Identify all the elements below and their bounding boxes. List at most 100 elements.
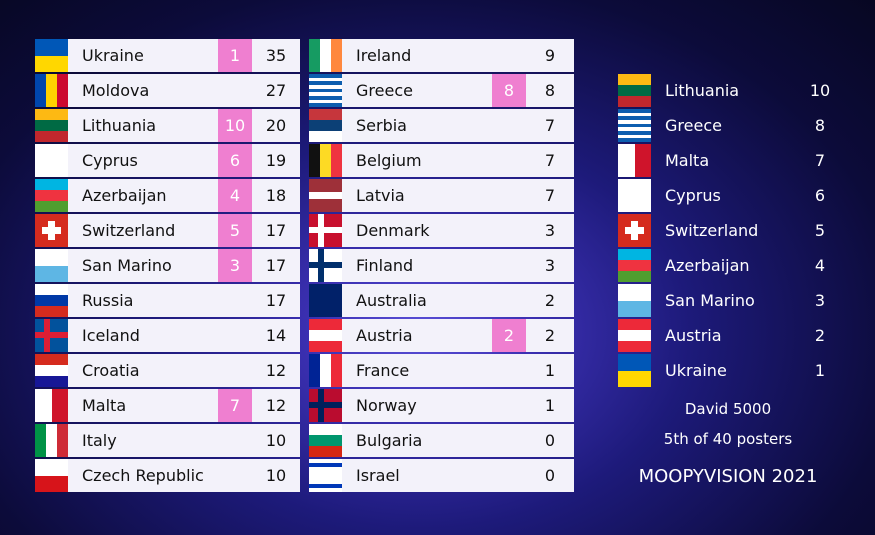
vote-row: San Marino 3 xyxy=(618,284,848,317)
vote-country: Cyprus xyxy=(665,186,721,205)
flag-cross xyxy=(309,402,342,408)
flag-stripe xyxy=(309,39,320,72)
flag-stripe xyxy=(309,77,342,82)
flag-stripe xyxy=(618,354,651,371)
total-points: 14 xyxy=(265,326,287,345)
flag-stripe xyxy=(320,39,331,72)
flag-stripe xyxy=(309,341,342,352)
flag-stripe xyxy=(35,179,68,190)
country-name: Bulgaria xyxy=(356,431,423,450)
country-name: Ukraine xyxy=(82,46,144,65)
flag-stripe xyxy=(35,144,68,177)
country-name: Cyprus xyxy=(82,151,138,170)
vote-country: Lithuania xyxy=(665,81,740,100)
flag-stripe xyxy=(35,201,68,212)
score-row: Azerbaijan 4 18 xyxy=(35,179,300,212)
score-row: Ireland 9 xyxy=(309,39,574,72)
vote-country: Greece xyxy=(665,116,722,135)
score-row: Belgium 7 xyxy=(309,144,574,177)
score-row: Cyprus 6 19 xyxy=(35,144,300,177)
flag-stripe xyxy=(320,354,331,387)
flag-stripe xyxy=(35,424,46,457)
flag-stripe xyxy=(618,271,651,282)
flag-stripe xyxy=(46,74,57,107)
flag xyxy=(35,214,68,247)
total-points: 18 xyxy=(265,186,287,205)
flag-stripe xyxy=(35,354,68,365)
total-points: 7 xyxy=(544,151,556,170)
country-name: Denmark xyxy=(356,221,430,240)
flag-cross xyxy=(35,332,68,338)
flag-stripe xyxy=(35,459,68,476)
flag-stripe xyxy=(309,463,342,468)
given-points: 1 xyxy=(218,39,252,72)
flag xyxy=(618,144,651,177)
flag xyxy=(35,319,68,352)
flag-stripe xyxy=(309,483,342,488)
total-points: 1 xyxy=(544,361,556,380)
flag-stripe xyxy=(618,370,651,387)
flag-stripe xyxy=(320,144,331,177)
flag-stripe xyxy=(309,131,342,142)
flag xyxy=(309,319,342,352)
country-name: Czech Republic xyxy=(82,466,204,485)
vote-points: 7 xyxy=(814,151,826,170)
total-points: 12 xyxy=(265,396,287,415)
flag-stripe xyxy=(618,74,651,85)
flag xyxy=(309,249,342,282)
flag-stripe xyxy=(618,319,651,330)
score-row: Austria 2 2 xyxy=(309,319,574,352)
vote-points: 2 xyxy=(814,326,826,345)
flag xyxy=(35,109,68,142)
vote-row: Lithuania 10 xyxy=(618,74,848,107)
country-name: Italy xyxy=(82,431,117,450)
total-points: 12 xyxy=(265,361,287,380)
flag-stripe xyxy=(57,74,68,107)
score-row: Norway 1 xyxy=(309,389,574,422)
total-points: 19 xyxy=(265,151,287,170)
score-row: Finland 3 xyxy=(309,249,574,282)
total-points: 10 xyxy=(265,466,287,485)
vote-country: San Marino xyxy=(665,291,755,310)
flag-stripe xyxy=(35,120,68,131)
flag-stripe xyxy=(309,459,342,464)
score-row: Malta 7 12 xyxy=(35,389,300,422)
flag-stripe xyxy=(618,260,651,271)
flag-stripe xyxy=(35,249,68,266)
given-points: 5 xyxy=(218,214,252,247)
score-row: Moldova 27 xyxy=(35,74,300,107)
flag-stripe xyxy=(309,475,342,480)
country-name: Israel xyxy=(356,466,400,485)
flag-stripe xyxy=(618,179,651,212)
total-points: 20 xyxy=(265,116,287,135)
flag xyxy=(309,144,342,177)
flag-stripe xyxy=(618,284,651,301)
flag-stripe xyxy=(618,131,651,135)
flag-stripe xyxy=(35,365,68,376)
vote-country: Switzerland xyxy=(665,221,759,240)
flag-stripe xyxy=(331,39,342,72)
given-points: 2 xyxy=(492,319,526,352)
flag xyxy=(35,74,68,107)
score-row: Switzerland 5 17 xyxy=(35,214,300,247)
flag-stripe xyxy=(309,120,342,131)
total-points: 10 xyxy=(265,431,287,450)
flag-stripe xyxy=(618,109,651,113)
total-points: 17 xyxy=(265,291,287,310)
flag-stripe xyxy=(618,300,651,317)
total-points: 0 xyxy=(544,466,556,485)
flag-stripe xyxy=(309,467,342,472)
flag xyxy=(309,39,342,72)
flag-stripe xyxy=(618,138,651,142)
flag xyxy=(309,459,342,492)
vote-points: 3 xyxy=(814,291,826,310)
flag-stripe xyxy=(309,424,342,435)
flag xyxy=(618,249,651,282)
total-points: 8 xyxy=(544,81,556,100)
country-name: France xyxy=(356,361,410,380)
vote-country: Malta xyxy=(665,151,710,170)
flag xyxy=(35,144,68,177)
score-row: France 1 xyxy=(309,354,574,387)
flag-stripe xyxy=(35,131,68,142)
country-name: Serbia xyxy=(356,116,407,135)
